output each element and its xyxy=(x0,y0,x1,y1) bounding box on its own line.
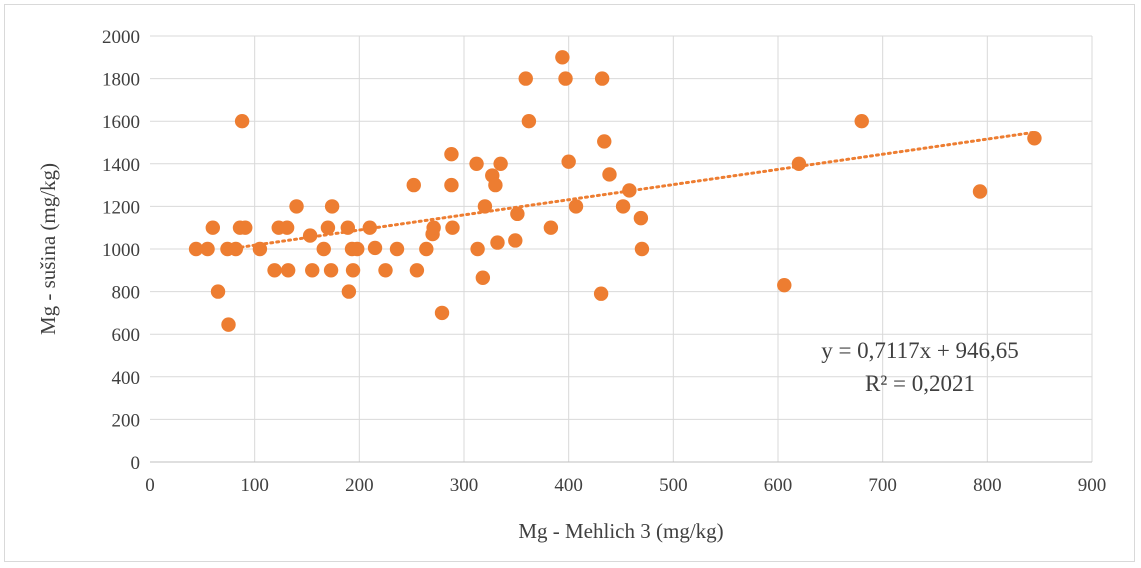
data-point xyxy=(593,286,609,301)
data-point xyxy=(490,235,505,250)
data-point xyxy=(341,284,357,299)
data-point xyxy=(444,177,459,193)
tick-labels: 0 100 200 300 400 500 600 700 800 900 0 200 400 600 80… xyxy=(102,27,1106,496)
data-point xyxy=(1027,131,1042,146)
data-point xyxy=(234,114,250,129)
y-tick-label: 400 xyxy=(112,368,141,389)
y-tick-label: 2000 xyxy=(102,27,140,48)
gridlines xyxy=(150,35,1093,462)
data-point xyxy=(518,71,533,86)
data-points xyxy=(188,50,1042,332)
data-point xyxy=(633,210,649,226)
data-point xyxy=(510,206,525,222)
x-tick-label: 800 xyxy=(973,475,1002,496)
y-tick-label: 1600 xyxy=(102,112,140,133)
trendline-equation: y = 0,7117x + 946,65 xyxy=(821,338,1019,363)
data-point xyxy=(521,114,537,129)
data-point xyxy=(320,220,336,235)
data-point xyxy=(340,220,356,235)
data-point xyxy=(389,241,405,257)
data-point xyxy=(221,317,236,332)
y-tick-label: 1800 xyxy=(102,70,140,91)
data-point xyxy=(210,284,226,299)
data-point xyxy=(367,240,383,256)
data-point xyxy=(597,134,612,149)
data-point xyxy=(972,184,988,199)
y-tick-label: 0 xyxy=(131,453,141,474)
data-point xyxy=(289,199,304,214)
y-tick-label: 200 xyxy=(112,410,141,431)
data-point xyxy=(280,263,296,278)
data-point xyxy=(188,241,204,257)
chart-area: 0 100 200 300 400 500 600 700 800 900 0 200 400 600 80… xyxy=(4,4,1135,562)
data-point xyxy=(302,228,318,243)
x-axis-title: Mg - Mehlich 3 (mg/kg) xyxy=(518,519,723,543)
data-point xyxy=(200,241,215,257)
data-point xyxy=(362,220,377,235)
data-point xyxy=(419,241,434,257)
data-point xyxy=(316,241,331,257)
data-point xyxy=(594,71,610,86)
data-point xyxy=(555,50,570,65)
data-point xyxy=(205,220,220,235)
data-point xyxy=(406,177,421,193)
data-point xyxy=(469,156,484,171)
data-point xyxy=(323,263,339,278)
x-tick-label: 200 xyxy=(345,475,374,496)
data-point xyxy=(475,270,491,285)
data-point xyxy=(854,114,869,129)
data-point xyxy=(777,278,792,293)
x-tick-label: 500 xyxy=(659,475,688,496)
data-point xyxy=(493,156,508,171)
data-point xyxy=(470,241,485,257)
data-point xyxy=(279,220,295,235)
data-point xyxy=(426,220,441,235)
y-tick-label: 600 xyxy=(112,325,141,346)
data-point xyxy=(305,263,320,278)
data-point xyxy=(324,199,340,214)
x-tick-label: 100 xyxy=(240,475,269,496)
y-tick-label: 1000 xyxy=(102,240,140,261)
data-point xyxy=(568,199,584,214)
data-point xyxy=(409,263,425,278)
data-point xyxy=(634,241,650,257)
x-tick-label: 700 xyxy=(868,475,897,496)
data-point xyxy=(378,263,393,278)
data-point xyxy=(444,147,459,162)
data-point xyxy=(445,220,460,235)
data-point xyxy=(345,263,361,278)
y-tick-label: 1400 xyxy=(102,155,140,176)
data-point xyxy=(252,241,268,257)
data-point xyxy=(238,220,253,235)
data-point xyxy=(622,183,637,198)
y-tick-label: 800 xyxy=(112,283,141,304)
data-point xyxy=(488,177,503,193)
scatter-chart: 0 100 200 300 400 500 600 700 800 900 0 200 400 600 80… xyxy=(36,27,1106,543)
trendline-r-squared: R² = 0,2021 xyxy=(865,371,975,396)
y-tick-label: 1200 xyxy=(102,197,140,218)
data-point xyxy=(477,199,493,214)
data-point xyxy=(434,305,450,321)
data-point xyxy=(508,233,523,248)
data-point xyxy=(267,263,282,278)
data-point xyxy=(543,220,559,235)
data-point xyxy=(350,241,365,257)
x-tick-label: 600 xyxy=(764,475,793,496)
x-tick-label: 300 xyxy=(450,475,479,496)
data-point xyxy=(561,154,576,169)
data-point xyxy=(615,199,631,214)
x-tick-label: 0 xyxy=(145,475,155,496)
data-point xyxy=(602,167,617,182)
data-point xyxy=(558,71,573,86)
x-tick-label: 400 xyxy=(554,475,583,496)
y-axis-title: Mg - sušina (mg/kg) xyxy=(36,163,60,335)
x-tick-label: 900 xyxy=(1078,475,1107,496)
data-point xyxy=(791,156,807,171)
data-point xyxy=(228,241,244,257)
